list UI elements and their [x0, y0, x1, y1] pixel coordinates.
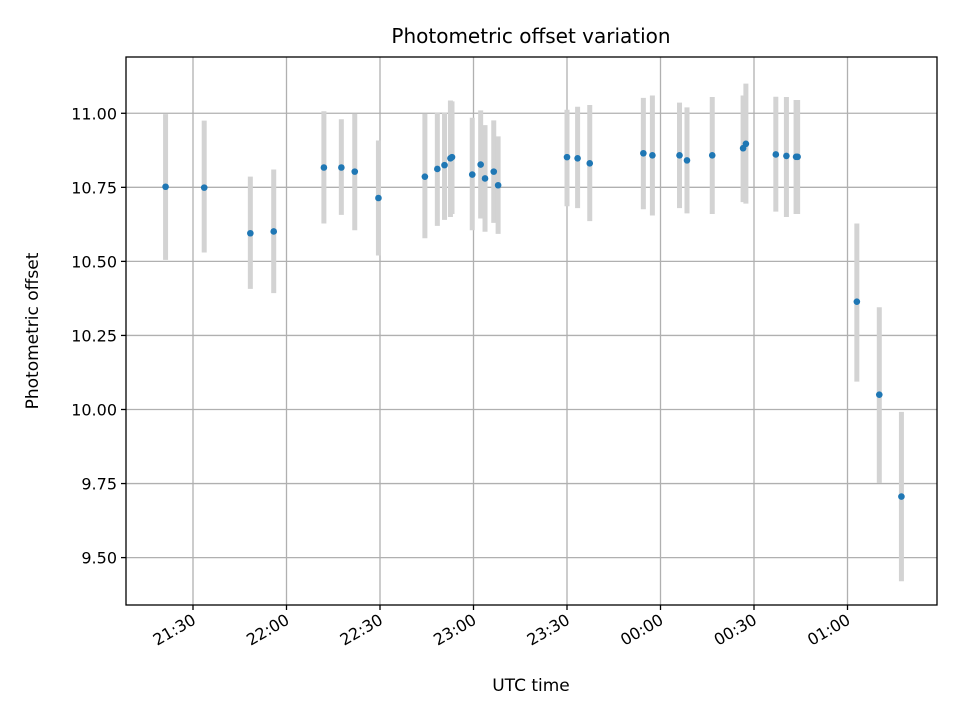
data-point — [477, 161, 484, 168]
data-point — [247, 229, 254, 237]
y-tick-label: 11.00 — [71, 104, 117, 123]
data-point — [574, 155, 581, 162]
data-point — [200, 184, 208, 191]
x-axis-title: UTC time — [492, 676, 570, 696]
data-point — [162, 183, 169, 191]
data-point — [586, 160, 594, 167]
data-points — [162, 140, 905, 500]
y-tick-label: 9.50 — [81, 549, 117, 568]
data-point — [434, 165, 441, 173]
y-tick-label: 10.50 — [71, 252, 117, 271]
data-point — [772, 151, 780, 158]
y-tick-label: 9.75 — [81, 475, 117, 494]
data-point — [649, 152, 656, 159]
data-point — [448, 153, 456, 161]
chart-title: Photometric offset variation — [391, 24, 670, 48]
data-point — [338, 164, 345, 171]
data-point — [708, 152, 716, 159]
y-tick-label: 10.25 — [71, 326, 117, 345]
data-point — [794, 153, 801, 161]
data-point — [270, 228, 278, 235]
data-point — [683, 157, 691, 164]
data-point — [783, 152, 790, 160]
data-point — [441, 161, 448, 169]
plot-frame — [125, 56, 938, 606]
data-point — [563, 153, 571, 161]
data-point — [875, 391, 883, 398]
data-point — [742, 140, 750, 148]
data-point — [421, 173, 429, 180]
y-tick-label: 10.75 — [71, 178, 117, 197]
data-point — [640, 149, 647, 157]
data-point — [494, 181, 502, 189]
data-point — [676, 152, 683, 159]
data-point — [468, 171, 476, 178]
y-axis-title: Photometric offset — [23, 252, 43, 409]
data-point — [898, 493, 905, 500]
data-point — [481, 175, 489, 182]
data-point — [853, 298, 861, 305]
data-point — [351, 168, 359, 175]
data-point — [490, 168, 498, 175]
data-point — [375, 194, 382, 202]
data-point — [320, 164, 328, 171]
y-tick-label: 10.00 — [71, 400, 117, 419]
